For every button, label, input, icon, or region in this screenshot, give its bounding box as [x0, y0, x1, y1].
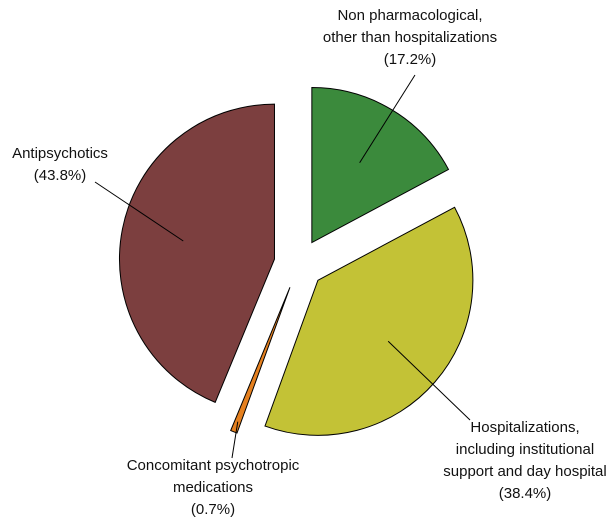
label-line: Antipsychotics [12, 145, 108, 162]
pie-slice [264, 206, 474, 436]
slice-label: Hospitalizations, including institutional… [443, 419, 606, 480]
label-line: other than hospitalizations [323, 29, 497, 46]
label-line: support and day hospital [443, 463, 606, 480]
leader-line [387, 340, 471, 421]
leader-line [359, 74, 416, 164]
slice-label: Antipsychotics [12, 145, 108, 162]
leader-line [231, 421, 239, 459]
label-line: medications [173, 479, 253, 496]
slice-label: Concomitant psychotropic medications [127, 457, 300, 496]
pie-slice [230, 287, 291, 434]
label-line: Hospitalizations, [470, 419, 579, 436]
pie-slice [118, 103, 275, 404]
value-label: (38.4%) [499, 485, 552, 502]
label-line: including institutional [456, 441, 594, 458]
value-label: (43.8%) [34, 167, 87, 184]
label-line: Concomitant psychotropic [127, 457, 300, 474]
slice-label: Non pharmacological, other than hospitali… [323, 7, 497, 46]
value-label: (0.7%) [191, 501, 235, 518]
pie-slice [311, 87, 450, 244]
leader-line [94, 181, 184, 242]
value-label: (17.2%) [384, 51, 437, 68]
label-line: Non pharmacological, [337, 7, 482, 24]
